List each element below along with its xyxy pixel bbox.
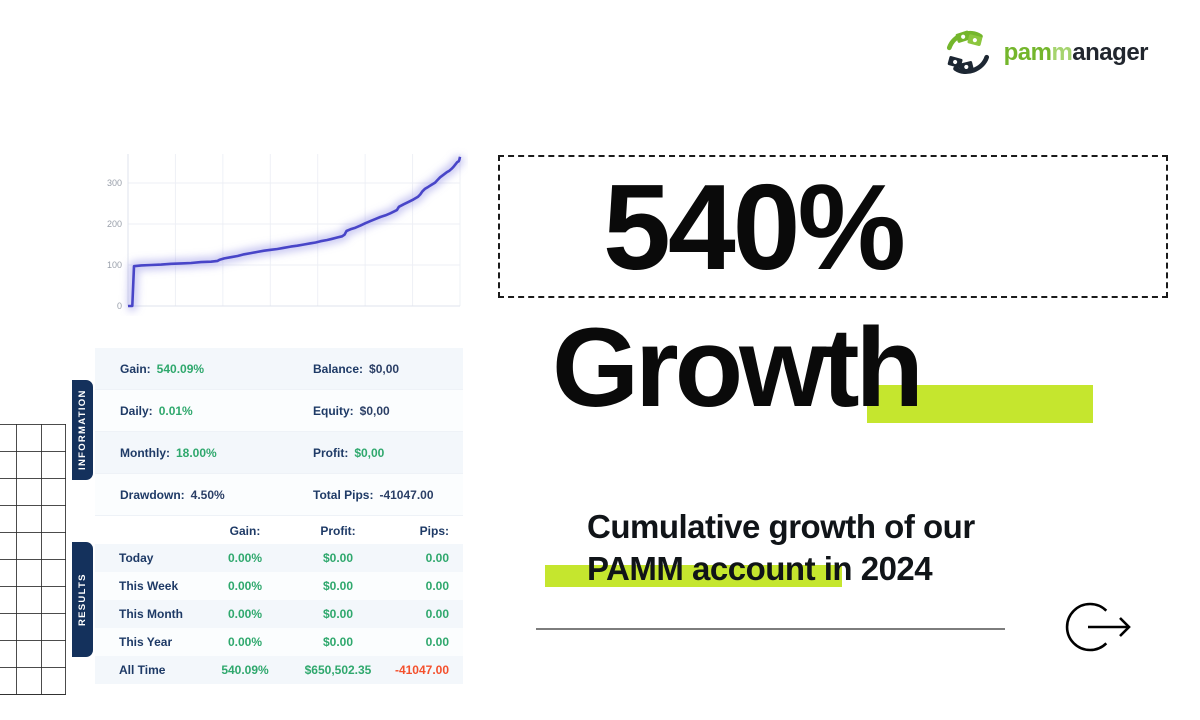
info-label: Profit:	[313, 445, 349, 460]
tab-results[interactable]: RESULTS	[72, 542, 93, 657]
gain-value: 0.00%	[227, 551, 263, 565]
pips-value: -41047.00	[394, 663, 449, 677]
brand-logo: pammanager	[942, 28, 1148, 78]
info-label: Total Pips:	[313, 487, 374, 502]
results-table: Gain: Profit: Pips: Today 0.00% $0.00 0.…	[95, 518, 463, 684]
pips-value: 0.00	[425, 607, 449, 621]
svg-text:300: 300	[107, 178, 122, 188]
period-label: All Time	[119, 663, 166, 677]
brand-name-part2: m	[1051, 39, 1073, 66]
info-row: Daily: 0.01% Equity: $0,00	[95, 390, 463, 432]
table-row: This Year 0.00% $0.00 0.00	[95, 628, 463, 656]
period-label: This Year	[119, 635, 173, 649]
grid-paper-decoration	[0, 424, 66, 695]
information-panel: Gain: 540.09% Balance: $0,00 Daily: 0.01% E…	[95, 348, 463, 516]
results-header-row: Gain: Profit: Pips:	[95, 518, 463, 544]
gain-value: 0.00%	[227, 579, 263, 593]
info-value: 4.50%	[190, 487, 225, 502]
gain-value: 540.09%	[221, 663, 269, 677]
results-header-pips: Pips:	[419, 524, 449, 538]
period-label: This Week	[119, 579, 179, 593]
profit-value: $650,502.35	[304, 663, 372, 677]
divider-line	[536, 628, 1005, 630]
info-value: 540.09%	[156, 361, 205, 376]
tab-information[interactable]: INFORMATION	[72, 380, 93, 480]
svg-text:200: 200	[107, 219, 122, 229]
page-title: Growth	[552, 305, 924, 430]
table-row: All Time 540.09% $650,502.35 -41047.00	[95, 656, 463, 684]
chart-svg: 0 100 200 300	[107, 154, 465, 311]
gain-value: 0.00%	[227, 635, 263, 649]
svg-text:0: 0	[117, 301, 122, 311]
money-swirl-logo-icon	[946, 30, 989, 74]
info-label: Equity:	[313, 403, 354, 418]
pips-value: 0.00	[425, 551, 449, 565]
results-header-gain: Gain:	[229, 524, 261, 538]
growth-line-chart: 0 100 200 300	[98, 146, 468, 316]
info-label: Monthly:	[120, 445, 170, 460]
info-row: Monthly: 18.00% Profit: $0,00	[95, 432, 463, 474]
brand-name-part1: pam	[1003, 39, 1052, 66]
info-row: Drawdown: 4.50% Total Pips: -41047.00	[95, 474, 463, 516]
growth-highlight-bar	[867, 385, 1093, 423]
profit-value: $0.00	[322, 551, 354, 565]
info-label: Daily:	[120, 403, 153, 418]
brand-name-part3: anager	[1072, 39, 1148, 66]
info-value: -41047.00	[379, 487, 434, 502]
table-row: This Month 0.00% $0.00 0.00	[95, 600, 463, 628]
subtitle-highlight-bar	[545, 565, 842, 587]
subtitle: Cumulative growth of our PAMM account in…	[587, 506, 975, 590]
subtitle-line1: Cumulative growth of our	[587, 508, 975, 545]
pips-value: 0.00	[425, 635, 449, 649]
profit-value: $0.00	[322, 607, 354, 621]
period-label: Today	[119, 551, 154, 565]
gain-value: 0.00%	[227, 607, 263, 621]
profit-value: $0.00	[322, 579, 354, 593]
info-label: Gain:	[120, 361, 151, 376]
info-row: Gain: 540.09% Balance: $0,00	[95, 348, 463, 390]
table-row: Today 0.00% $0.00 0.00	[95, 544, 463, 572]
info-value: $0,00	[359, 403, 390, 418]
info-value: 0.01%	[158, 403, 193, 418]
results-header-profit: Profit:	[320, 524, 356, 538]
info-label: Balance:	[313, 361, 364, 376]
subtitle-line2: PAMM account in 2024	[587, 550, 933, 587]
table-row: This Week 0.00% $0.00 0.00	[95, 572, 463, 600]
percentage-value: 540%	[602, 158, 906, 295]
info-value: 18.00%	[176, 445, 217, 460]
pips-value: 0.00	[425, 579, 449, 593]
info-value: $0,00	[369, 361, 400, 376]
period-label: This Month	[119, 607, 183, 621]
info-value: $0,00	[354, 445, 385, 460]
svg-text:100: 100	[107, 260, 122, 270]
arrow-right-circle-icon[interactable]	[1058, 597, 1143, 659]
percentage-box: 540%	[498, 155, 1168, 298]
brand-name: pammanager	[1003, 39, 1149, 67]
profit-value: $0.00	[322, 635, 354, 649]
info-label: Drawdown:	[120, 487, 185, 502]
